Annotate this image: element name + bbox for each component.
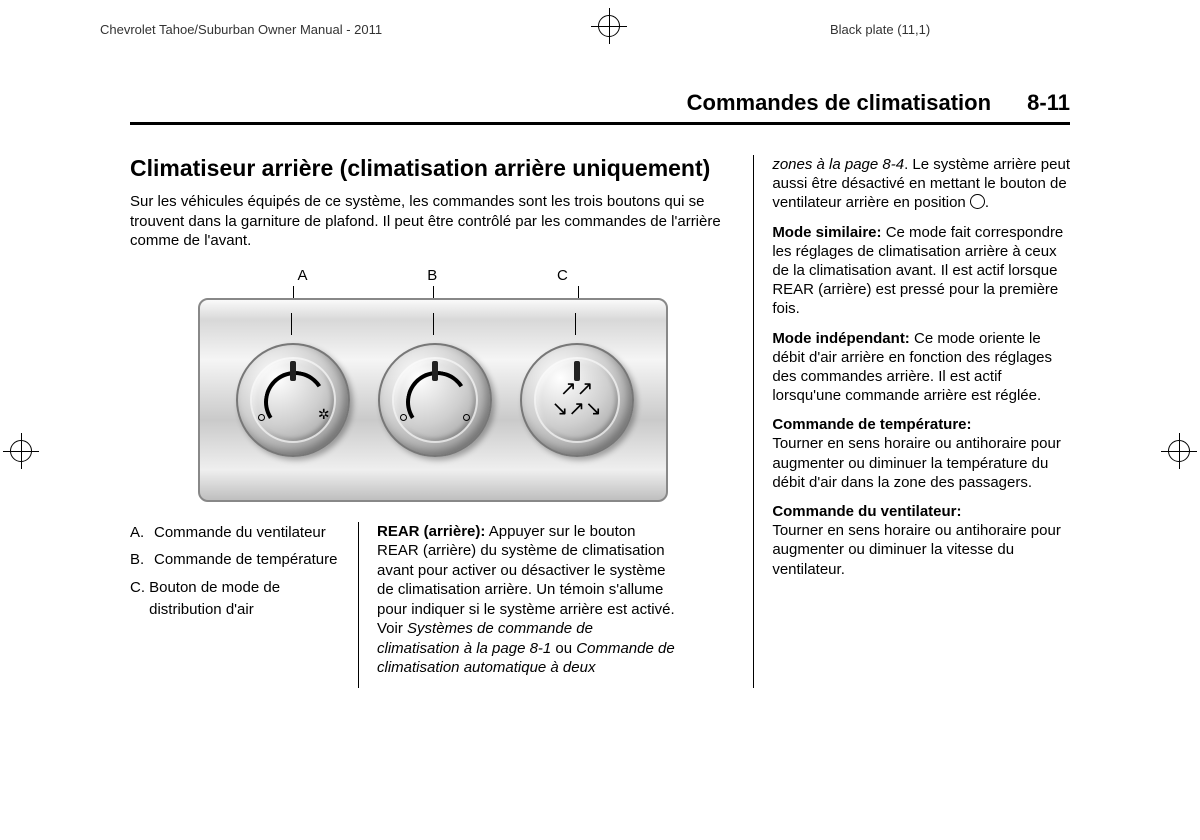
page-number: 8-11 <box>1027 90 1070 115</box>
independent-mode-label: Mode indépendant: <box>772 330 910 347</box>
climate-control-figure: A B C <box>198 267 668 502</box>
fan-knob-icon: ✲ <box>236 343 350 457</box>
figure-label-c: C <box>557 267 568 284</box>
legend-text-c: Bouton de mode de distribution d'air <box>149 577 340 621</box>
tick-line-icon <box>293 286 294 298</box>
legend-label-a: A. <box>130 522 154 544</box>
fan-control-text: Tourner en sens horaire ou antihoraire p… <box>772 522 1061 577</box>
intro-paragraph: Sur les véhicules équipés de ce système,… <box>130 192 735 251</box>
off-position-icon <box>970 194 985 209</box>
temperature-control-text: Tourner en sens horaire ou antihoraire p… <box>772 435 1061 490</box>
middle-column: REAR (arrière): Appuyer sur le bouton RE… <box>358 522 677 688</box>
tick-line-icon <box>433 286 434 298</box>
crop-header-left: Chevrolet Tahoe/Suburban Owner Manual - … <box>100 22 382 37</box>
fan-control-label: Commande du ventilateur: <box>772 503 961 520</box>
page-content: Commandes de climatisation 8-11 Climatis… <box>130 90 1070 688</box>
left-columns: Climatiseur arrière (climatisation arriè… <box>130 155 735 688</box>
figure-label-b: B <box>427 267 437 284</box>
control-panel: ✲ <box>198 298 668 502</box>
section-title: Commandes de climatisation <box>687 90 991 115</box>
leader-line-icon <box>433 313 434 335</box>
legend-label-c: C. <box>130 577 149 621</box>
figure-legend: A.Commande du ventilateur B.Commande de … <box>130 522 340 688</box>
crop-header-right: Black plate (11,1) <box>830 22 930 37</box>
continuation-text2: . <box>985 194 989 211</box>
continuation-reference: zones à la page 8‑4 <box>772 156 904 173</box>
legend-text-b: Commande de température <box>154 549 337 571</box>
section-header: Commandes de climatisation 8-11 <box>130 90 1070 125</box>
mode-knob-icon: ↗↗↘↗↘ <box>520 343 634 457</box>
tick-line-icon <box>578 286 579 298</box>
leader-line-icon <box>291 313 292 335</box>
temperature-knob-icon <box>378 343 492 457</box>
rear-label: REAR (arrière): <box>377 523 485 540</box>
crop-mark-left-icon <box>10 440 32 462</box>
crop-mark-top-icon <box>598 15 620 37</box>
leader-line-icon <box>575 313 576 335</box>
similar-mode-label: Mode similaire: <box>772 224 881 241</box>
main-heading: Climatiseur arrière (climatisation arriè… <box>130 155 735 182</box>
legend-text-a: Commande du ventilateur <box>154 522 326 544</box>
right-column: zones à la page 8‑4. Le système arrière … <box>753 155 1070 688</box>
crop-mark-right-icon <box>1168 440 1190 462</box>
temperature-control-label: Commande de température: <box>772 416 971 433</box>
figure-label-a: A <box>298 267 308 284</box>
or-text: ou <box>551 640 576 657</box>
legend-label-b: B. <box>130 549 154 571</box>
